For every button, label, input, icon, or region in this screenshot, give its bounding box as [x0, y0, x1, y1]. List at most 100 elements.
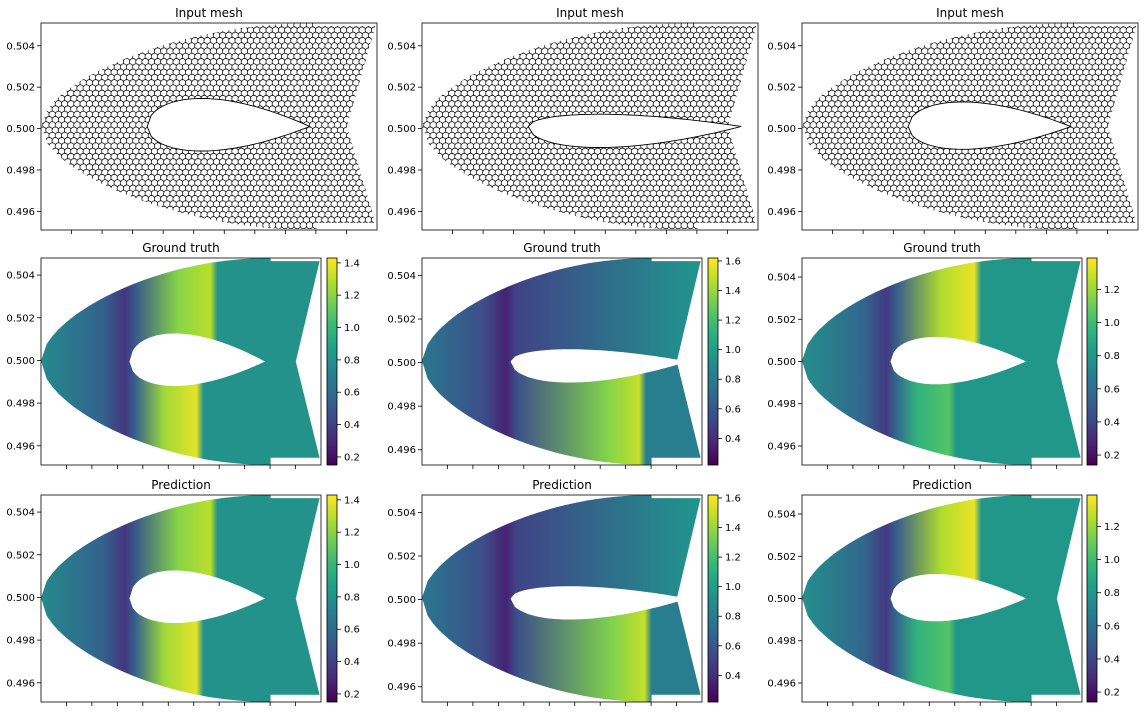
- mesh-node: [88, 200, 97, 208]
- mesh-node: [454, 216, 462, 224]
- mesh-node: [510, 195, 518, 203]
- mesh-node: [491, 47, 500, 56]
- mesh-node: [76, 63, 84, 71]
- mesh-node: [95, 31, 103, 40]
- mesh-node: [429, 153, 438, 161]
- mesh-node: [438, 179, 447, 187]
- mesh-node: [57, 221, 66, 230]
- mesh-node: [231, 221, 239, 230]
- y-tick-label: 0.500: [387, 124, 416, 135]
- mesh-node: [510, 26, 518, 35]
- mesh-node: [432, 42, 441, 50]
- mesh-node: [355, 116, 363, 124]
- mesh-node: [367, 73, 376, 82]
- y-tick-label: 0.504: [6, 41, 35, 52]
- mesh-node: [113, 210, 122, 219]
- mesh-node: [803, 89, 811, 98]
- mesh-node: [503, 205, 512, 214]
- mesh-node: [736, 221, 744, 230]
- mesh-node: [64, 63, 72, 71]
- mesh-node: [135, 195, 143, 203]
- mesh-node: [522, 26, 531, 35]
- mesh-node: [119, 42, 128, 50]
- mesh-node: [364, 121, 373, 129]
- mesh-node: [48, 195, 57, 203]
- mesh-node: [129, 37, 137, 45]
- mesh-node: [64, 200, 72, 208]
- mesh-node: [85, 47, 94, 56]
- mesh-node: [936, 31, 945, 40]
- mesh-node: [516, 37, 524, 45]
- mesh-node: [531, 210, 540, 219]
- mesh-node: [846, 37, 855, 45]
- mesh-node: [460, 216, 469, 224]
- mesh-node: [88, 210, 97, 219]
- mesh-node: [745, 121, 754, 129]
- mesh-node: [933, 26, 942, 35]
- mesh-node: [556, 221, 565, 230]
- mesh-node: [809, 79, 818, 87]
- mesh-node: [54, 58, 63, 66]
- mesh-node: [908, 26, 917, 35]
- mesh-node: [113, 189, 122, 198]
- mesh-node: [110, 184, 119, 193]
- mesh-node: [73, 205, 81, 214]
- mesh-node: [745, 58, 754, 66]
- mesh-node: [445, 200, 453, 208]
- mesh-node: [101, 52, 109, 61]
- mesh-node: [367, 147, 376, 156]
- mesh-node: [60, 37, 69, 45]
- mesh-node: [438, 52, 447, 61]
- mesh-node: [60, 26, 69, 35]
- mesh-node: [828, 68, 836, 77]
- mesh-node: [141, 26, 150, 35]
- mesh-node: [739, 131, 748, 140]
- mesh-node: [497, 37, 506, 45]
- mesh-node: [126, 200, 134, 208]
- mesh-node: [438, 210, 447, 219]
- mesh-node: [76, 210, 84, 219]
- mesh-node: [448, 47, 456, 56]
- mesh-node: [426, 31, 434, 40]
- mesh-node: [364, 153, 373, 161]
- mesh-node: [423, 37, 431, 45]
- mesh-node: [48, 184, 57, 193]
- mesh-node: [485, 184, 493, 193]
- mesh-node: [45, 179, 53, 187]
- mesh-node: [45, 31, 53, 40]
- mesh-node: [921, 26, 929, 35]
- mesh-node: [51, 168, 60, 177]
- mesh-node: [438, 31, 447, 40]
- mesh-node: [460, 195, 469, 203]
- mesh-node: [104, 37, 112, 45]
- mesh-node: [51, 210, 60, 219]
- mesh-node: [426, 179, 434, 187]
- mesh-node: [42, 163, 50, 172]
- mesh-node: [426, 63, 434, 71]
- mesh-node: [95, 210, 103, 219]
- mesh-node: [107, 221, 115, 230]
- mesh-node: [445, 179, 453, 187]
- mesh-node: [448, 205, 456, 214]
- mesh-node: [113, 200, 122, 208]
- mesh-node: [122, 205, 131, 214]
- mesh-node: [821, 58, 830, 66]
- mesh-node: [432, 210, 441, 219]
- mesh-node: [67, 216, 75, 224]
- mesh-node: [42, 195, 50, 203]
- mesh-node: [809, 58, 818, 66]
- mesh-node: [361, 73, 370, 82]
- mesh-node: [445, 168, 453, 177]
- mesh-node: [48, 205, 57, 214]
- mesh-node: [472, 205, 481, 214]
- mesh-node: [88, 189, 97, 198]
- mesh-node: [191, 216, 199, 224]
- mesh-node: [435, 195, 444, 203]
- mesh-node: [748, 73, 757, 82]
- mesh-node: [60, 174, 69, 182]
- mesh-node: [423, 79, 431, 87]
- mesh-node: [476, 189, 484, 198]
- mesh-node: [739, 142, 748, 150]
- mesh-node: [806, 52, 814, 61]
- mesh-node: [98, 216, 106, 224]
